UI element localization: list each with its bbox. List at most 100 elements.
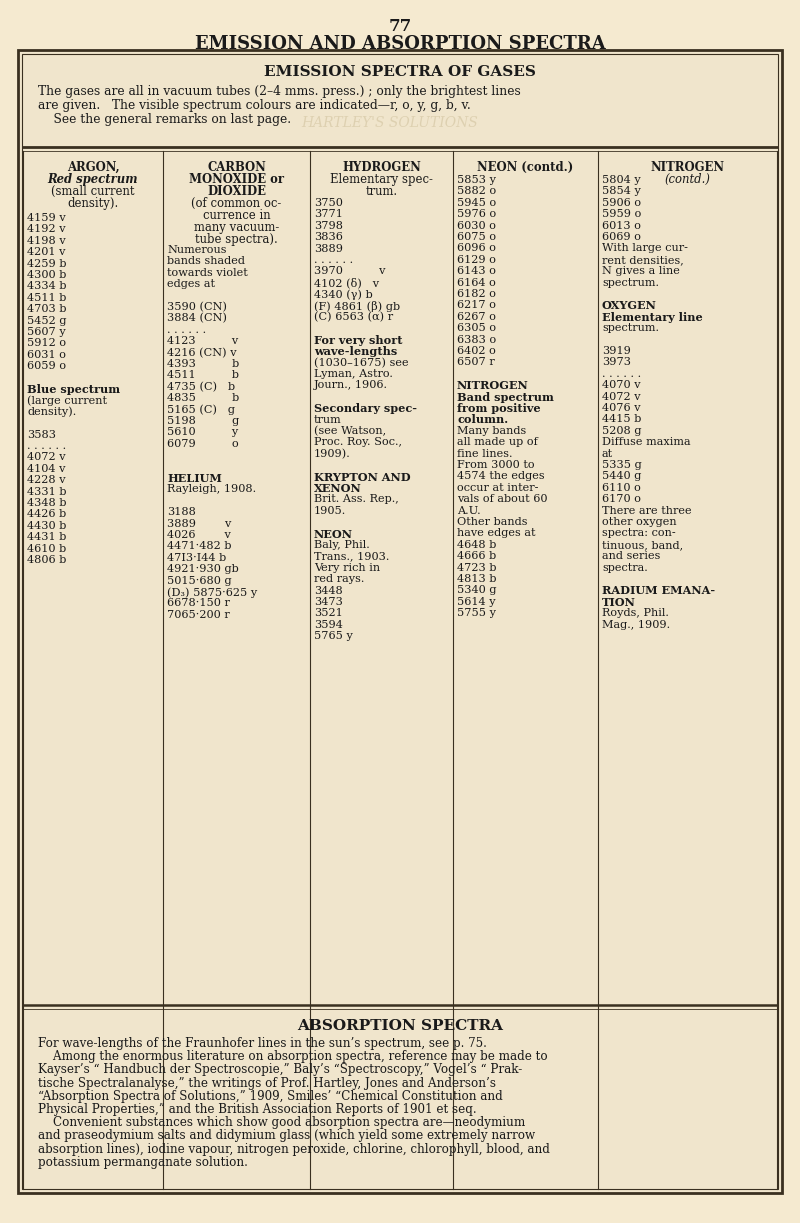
Text: KRYPTON AND: KRYPTON AND (314, 472, 410, 483)
Text: . . . . . .: . . . . . . (27, 442, 66, 451)
Text: 4300 b: 4300 b (27, 270, 66, 280)
Text: trum: trum (314, 415, 342, 424)
Text: N gives a line: N gives a line (602, 267, 680, 276)
Text: Kayser’s “ Handbuch der Spectroscopie,” Baly’s “Spectroscopy,” Vogel’s “ Prak-: Kayser’s “ Handbuch der Spectroscopie,” … (38, 1064, 522, 1076)
Text: 5610          y: 5610 y (167, 427, 238, 438)
Text: 4393          b: 4393 b (167, 360, 239, 369)
Text: 5976 o: 5976 o (457, 209, 496, 219)
Text: 5804 y: 5804 y (602, 175, 641, 185)
Text: MONOXIDE or: MONOXIDE or (189, 172, 284, 186)
Text: NITROGEN: NITROGEN (650, 161, 725, 174)
Text: 4102 (δ)   v: 4102 (δ) v (314, 278, 379, 289)
Text: A.U.: A.U. (457, 505, 481, 516)
Text: 4348 b: 4348 b (27, 498, 66, 508)
Text: 6075 o: 6075 o (457, 232, 496, 242)
Text: 6143 o: 6143 o (457, 267, 496, 276)
Text: . . . . . .: . . . . . . (167, 325, 206, 335)
Text: 4076 v: 4076 v (602, 404, 641, 413)
Text: 4228 v: 4228 v (27, 476, 66, 486)
Text: 4159 v: 4159 v (27, 213, 66, 223)
Text: 1905.: 1905. (314, 506, 346, 516)
Text: TION: TION (602, 597, 636, 608)
Text: rent densities,: rent densities, (602, 254, 684, 265)
Text: Trans., 1903.: Trans., 1903. (314, 552, 390, 561)
Text: 4835          b: 4835 b (167, 394, 239, 404)
Text: absorption lines), iodine vapour, nitrogen peroxide, chlorine, chlorophyll, bloo: absorption lines), iodine vapour, nitrog… (38, 1142, 550, 1156)
Text: Blue spectrum: Blue spectrum (27, 384, 120, 395)
Text: have edges at: have edges at (457, 528, 535, 538)
Text: potassium permanganate solution.: potassium permanganate solution. (38, 1156, 248, 1169)
Text: 4026        v: 4026 v (167, 530, 231, 541)
Text: 1909).: 1909). (314, 449, 350, 459)
Text: (large current: (large current (27, 395, 107, 406)
Text: 5614 y: 5614 y (457, 597, 496, 607)
Text: NEON (contd.): NEON (contd.) (478, 161, 574, 174)
Text: tube spectra).: tube spectra). (195, 234, 278, 246)
Text: 4216 (CN) v: 4216 (CN) v (167, 347, 237, 358)
Text: bands shaded: bands shaded (167, 257, 245, 267)
Text: 6059 o: 6059 o (27, 361, 66, 372)
Text: occur at inter-: occur at inter- (457, 483, 538, 493)
Text: ARGON,: ARGON, (66, 161, 119, 174)
Text: RADIUM EMANA-: RADIUM EMANA- (602, 586, 715, 597)
Text: 4198 v: 4198 v (27, 236, 66, 246)
Text: 5959 o: 5959 o (602, 209, 642, 219)
Text: EMISSION AND ABSORPTION SPECTRA: EMISSION AND ABSORPTION SPECTRA (194, 35, 606, 53)
Text: ABSORPTION SPECTRA: ABSORPTION SPECTRA (297, 1019, 503, 1033)
Text: 3188: 3188 (167, 508, 196, 517)
Text: 3594: 3594 (314, 620, 343, 630)
Text: 3583: 3583 (27, 429, 56, 439)
Text: Numerous: Numerous (167, 245, 226, 256)
Text: and praseodymium salts and didymium glass (which yield some extremely narrow: and praseodymium salts and didymium glas… (38, 1129, 535, 1142)
Text: 4123          v: 4123 v (167, 336, 238, 346)
Text: HARTLEY'S SOLUTIONS: HARTLEY'S SOLUTIONS (302, 116, 478, 130)
Text: edges at: edges at (167, 279, 215, 289)
Text: wave-lengths: wave-lengths (314, 346, 398, 357)
Text: spectra: con-: spectra: con- (602, 528, 676, 538)
Text: 5755 y: 5755 y (457, 608, 496, 618)
Text: many vacuum-: many vacuum- (194, 221, 279, 234)
Text: For very short: For very short (314, 335, 402, 346)
Text: column.: column. (457, 415, 508, 426)
Text: . . . . . .: . . . . . . (314, 256, 353, 265)
Text: Elementary line: Elementary line (602, 312, 702, 323)
Text: The gases are all in vacuum tubes (2–4 mms. press.) ; only the brightest lines: The gases are all in vacuum tubes (2–4 m… (38, 86, 521, 98)
Text: There are three: There are three (602, 505, 692, 516)
Text: 4471·482 b: 4471·482 b (167, 542, 231, 552)
Text: 6031 o: 6031 o (27, 350, 66, 360)
Text: 5165 (C)   g: 5165 (C) g (167, 405, 235, 415)
Text: 3889: 3889 (314, 243, 343, 253)
Text: 4201 v: 4201 v (27, 247, 66, 257)
Text: “Absorption Spectra of Solutions,” 1909, Smiles’ “Chemical Constitution and: “Absorption Spectra of Solutions,” 1909,… (38, 1090, 502, 1103)
Text: 5882 o: 5882 o (457, 186, 496, 197)
Text: (small current: (small current (51, 185, 134, 198)
Text: Royds, Phil.: Royds, Phil. (602, 608, 669, 618)
Text: 6678·150 r: 6678·150 r (167, 598, 230, 608)
Text: 3884 (CN): 3884 (CN) (167, 313, 227, 324)
Text: 4415 b: 4415 b (602, 415, 642, 424)
Text: (of common oc-: (of common oc- (191, 197, 282, 210)
Text: HELIUM: HELIUM (167, 473, 222, 484)
Text: 6182 o: 6182 o (457, 289, 496, 298)
Text: 5015·680 g: 5015·680 g (167, 576, 232, 586)
Text: 4070 v: 4070 v (602, 380, 641, 390)
Text: vals of about 60: vals of about 60 (457, 494, 547, 504)
Text: density).: density). (27, 407, 76, 417)
Text: density).: density). (67, 197, 118, 210)
Text: (see Watson,: (see Watson, (314, 426, 386, 437)
Text: 6164 o: 6164 o (457, 278, 496, 287)
Text: NITROGEN: NITROGEN (457, 380, 529, 391)
Text: (contd.): (contd.) (665, 172, 710, 186)
Text: other oxygen: other oxygen (602, 517, 677, 527)
Text: NEON: NEON (314, 528, 353, 539)
Text: 6170 o: 6170 o (602, 494, 641, 504)
Text: Brit. Ass. Rep.,: Brit. Ass. Rep., (314, 494, 398, 504)
Text: 5335 g: 5335 g (602, 460, 642, 470)
Text: DIOXIDE: DIOXIDE (207, 185, 266, 198)
Text: Among the enormous literature on absorption spectra, reference may be made to: Among the enormous literature on absorpt… (38, 1051, 548, 1063)
Text: 6013 o: 6013 o (602, 220, 641, 231)
Text: HYDROGEN: HYDROGEN (342, 161, 421, 174)
Text: 4426 b: 4426 b (27, 510, 66, 520)
Text: 5912 o: 5912 o (27, 339, 66, 349)
Text: Baly, Phil.: Baly, Phil. (314, 541, 370, 550)
